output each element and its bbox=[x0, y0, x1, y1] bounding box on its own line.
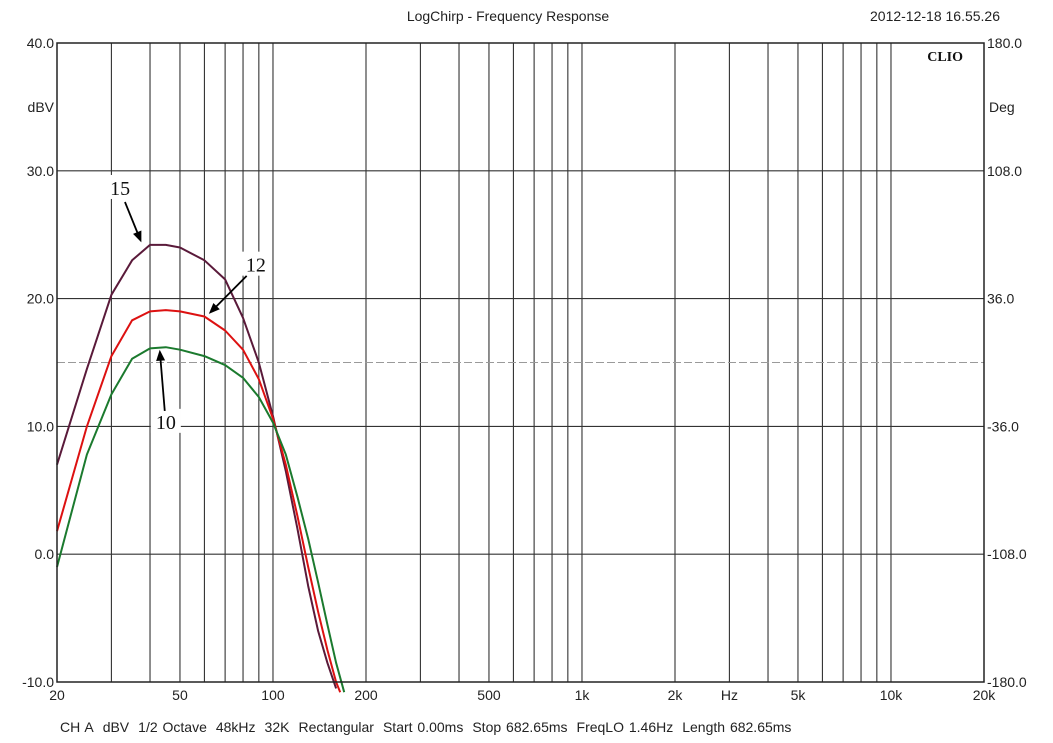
axis-labels: 40.0 30.0 20.0 10.0 0.0 -10.0 dBV 180.0 108.0 36.… bbox=[22, 35, 1027, 703]
series-line bbox=[56, 346, 346, 693]
footer-item: 32K bbox=[264, 719, 290, 735]
y-tick-label: 10.0 bbox=[27, 418, 54, 434]
footer-item: Length 682.65ms bbox=[682, 719, 792, 735]
x-tick-label: 2k bbox=[668, 687, 684, 703]
x-tick-label: 1k bbox=[575, 687, 591, 703]
footer-item: dBV bbox=[102, 719, 130, 735]
x-unit-label: Hz bbox=[721, 687, 738, 703]
annotation-label: 10 bbox=[156, 412, 176, 434]
annotation-label: 15 bbox=[110, 178, 130, 200]
x-tick-label: 100 bbox=[261, 687, 285, 703]
clio-logo: CLIO bbox=[927, 50, 963, 65]
footer-item: FreqLO 1.46Hz bbox=[576, 719, 674, 735]
annotation-arrow-shaft bbox=[213, 275, 248, 310]
y-tick-label: 40.0 bbox=[27, 35, 54, 51]
x-tick-label: 20k bbox=[973, 687, 997, 703]
plot-frame bbox=[56, 42, 985, 683]
y2-tick-label: -180.0 bbox=[987, 674, 1027, 690]
y-tick-label: 0.0 bbox=[35, 546, 55, 562]
annotation-arrow-shaft bbox=[159, 356, 166, 411]
x-tick-label: 20 bbox=[49, 687, 65, 703]
annotation-label: 12 bbox=[246, 255, 266, 277]
footer-item: Start 0.00ms bbox=[382, 719, 464, 735]
footer-item: CH A bbox=[60, 719, 94, 735]
series-line bbox=[56, 243, 338, 689]
grid bbox=[57, 43, 984, 682]
y2-tick-label: 108.0 bbox=[987, 163, 1022, 179]
measurement-footer: CH A dBV 1/2 Octave 48kHz 32K Rectangular Star… bbox=[60, 719, 800, 735]
series-group bbox=[56, 243, 346, 693]
annotation-arrowhead bbox=[133, 230, 142, 243]
x-tick-label: 10k bbox=[880, 687, 904, 703]
annotation-arrow-shaft bbox=[124, 201, 140, 237]
footer-item: Stop 682.65ms bbox=[472, 719, 568, 735]
annotation-arrowhead bbox=[208, 302, 220, 314]
x-tick-label: 500 bbox=[477, 687, 501, 703]
series-line bbox=[56, 309, 342, 693]
annotation-backdrop bbox=[150, 408, 181, 433]
y2-tick-label: -108.0 bbox=[987, 546, 1027, 562]
annotations: 15 12 10 bbox=[105, 174, 271, 434]
annotation-backdrop bbox=[105, 174, 136, 199]
y2-unit-label: Deg bbox=[989, 99, 1015, 115]
x-tick-label: 5k bbox=[791, 687, 807, 703]
y-unit-label: dBV bbox=[28, 99, 55, 115]
annotation-arrowhead bbox=[156, 349, 166, 362]
x-tick-label: 200 bbox=[354, 687, 378, 703]
chart-title: LogChirp - Frequency Response bbox=[407, 8, 610, 24]
y-tick-label: 20.0 bbox=[27, 291, 54, 307]
y-tick-label: -10.0 bbox=[22, 674, 54, 690]
timestamp: 2012-12-18 16.55.26 bbox=[870, 8, 1000, 24]
y-tick-label: 30.0 bbox=[27, 163, 54, 179]
footer-item: 48kHz bbox=[215, 719, 256, 735]
annotation-backdrop bbox=[240, 251, 271, 276]
y2-tick-label: -36.0 bbox=[987, 418, 1019, 434]
footer-item: Rectangular bbox=[298, 719, 374, 735]
y2-tick-label: 180.0 bbox=[987, 35, 1022, 51]
x-tick-label: 50 bbox=[172, 687, 188, 703]
y2-tick-label: 36.0 bbox=[987, 291, 1014, 307]
footer-item: 1/2 Octave bbox=[138, 719, 207, 735]
